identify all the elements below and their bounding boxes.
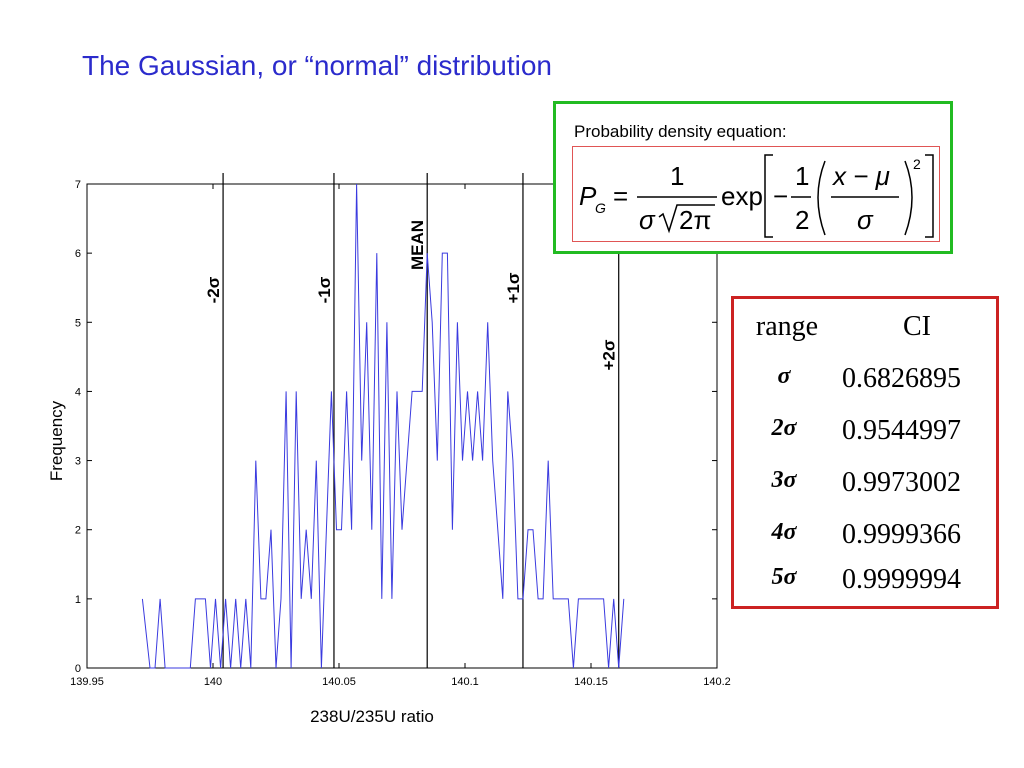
ci-value-5: 0.9999994 [842,564,961,595]
y-tick-label: 6 [75,248,81,260]
ci-header-range: range [755,311,819,342]
y-tick-label: 5 [75,317,81,329]
x-tick-label: 140.15 [574,676,608,688]
ci-value-4: 0.9999366 [842,519,961,550]
ci-row: 2σ 0.9544997 [734,415,996,467]
equation-box: Probability density equation: P G = 1 σ … [553,101,953,254]
plot-frame [86,183,718,669]
eq-minus: − [773,181,788,211]
ci-value-2: 0.9544997 [842,415,961,446]
y-tick-label: 2 [75,525,81,537]
equation-label: Probability density equation: [574,122,787,141]
frequency-line [141,183,625,669]
ci-table: range CI σ 0.6826895 2σ 0.9544997 3σ 0.9… [731,296,999,609]
x-tick-label: 140.05 [322,676,356,688]
ci-value-3: 0.9973002 [842,467,961,498]
eq-half-den: 2 [795,205,809,235]
y-tick-label: 4 [75,386,81,398]
ci-row: 5σ 0.9999994 [734,564,996,616]
ci-value-1: 0.6826895 [842,363,961,394]
eq-frac-den-sigma: σ [639,205,656,235]
y-axis-label: Frequency [47,400,66,481]
y-tick-label: 0 [75,663,81,675]
ci-row: σ 0.6826895 [734,363,996,415]
y-tick-label: 3 [75,456,81,468]
eq-right-bracket [925,154,934,238]
eq-lhs-subscript: G [595,200,606,216]
ci-range-5: 5σ [771,564,797,590]
ci-row: 4σ 0.9999366 [734,519,996,571]
y-tick-label: 7 [75,179,81,191]
ci-header-row: range CI [734,311,996,363]
eq-left-bracket [764,154,773,238]
equation-formula: P G = 1 σ 2π exp − 1 2 x − μ σ 2 [572,146,940,242]
eq-half-num: 1 [795,161,809,191]
marker-label: +2σ [600,339,619,370]
eq-inner-num: x − μ [831,161,890,191]
eq-sqrt-sign [658,204,715,234]
marker-label: -1σ [315,276,334,303]
eq-lhs-symbol: P [579,181,597,211]
ci-range-2: 2σ [771,415,797,441]
marker-label: +1σ [504,272,523,303]
ci-range-3: 3σ [771,467,797,493]
x-tick-label: 140.1 [451,676,479,688]
eq-inner-den: σ [857,205,874,235]
x-tick-label: 140.2 [703,676,731,688]
eq-frac-num: 1 [670,161,684,191]
eq-equals: = [613,181,628,211]
y-tick-label: 1 [75,594,81,606]
x-tick-label: 140 [204,676,222,688]
x-tick-label: 139.95 [70,676,104,688]
eq-right-paren [904,160,913,236]
marker-label: MEAN [408,220,427,270]
ci-range-1: σ [777,363,791,389]
slide-title: The Gaussian, or “normal” distribution [82,50,552,81]
eq-left-paren [817,160,826,236]
marker-label: -2σ [204,276,223,303]
eq-frac-den-root: 2π [679,205,711,235]
ci-header-ci: CI [903,311,931,342]
eq-exp: exp [721,181,763,211]
ci-range-4: 4σ [771,519,797,545]
x-axis-label: 238U/235U ratio [310,707,434,726]
ci-row: 3σ 0.9973002 [734,467,996,519]
eq-power: 2 [913,156,921,172]
